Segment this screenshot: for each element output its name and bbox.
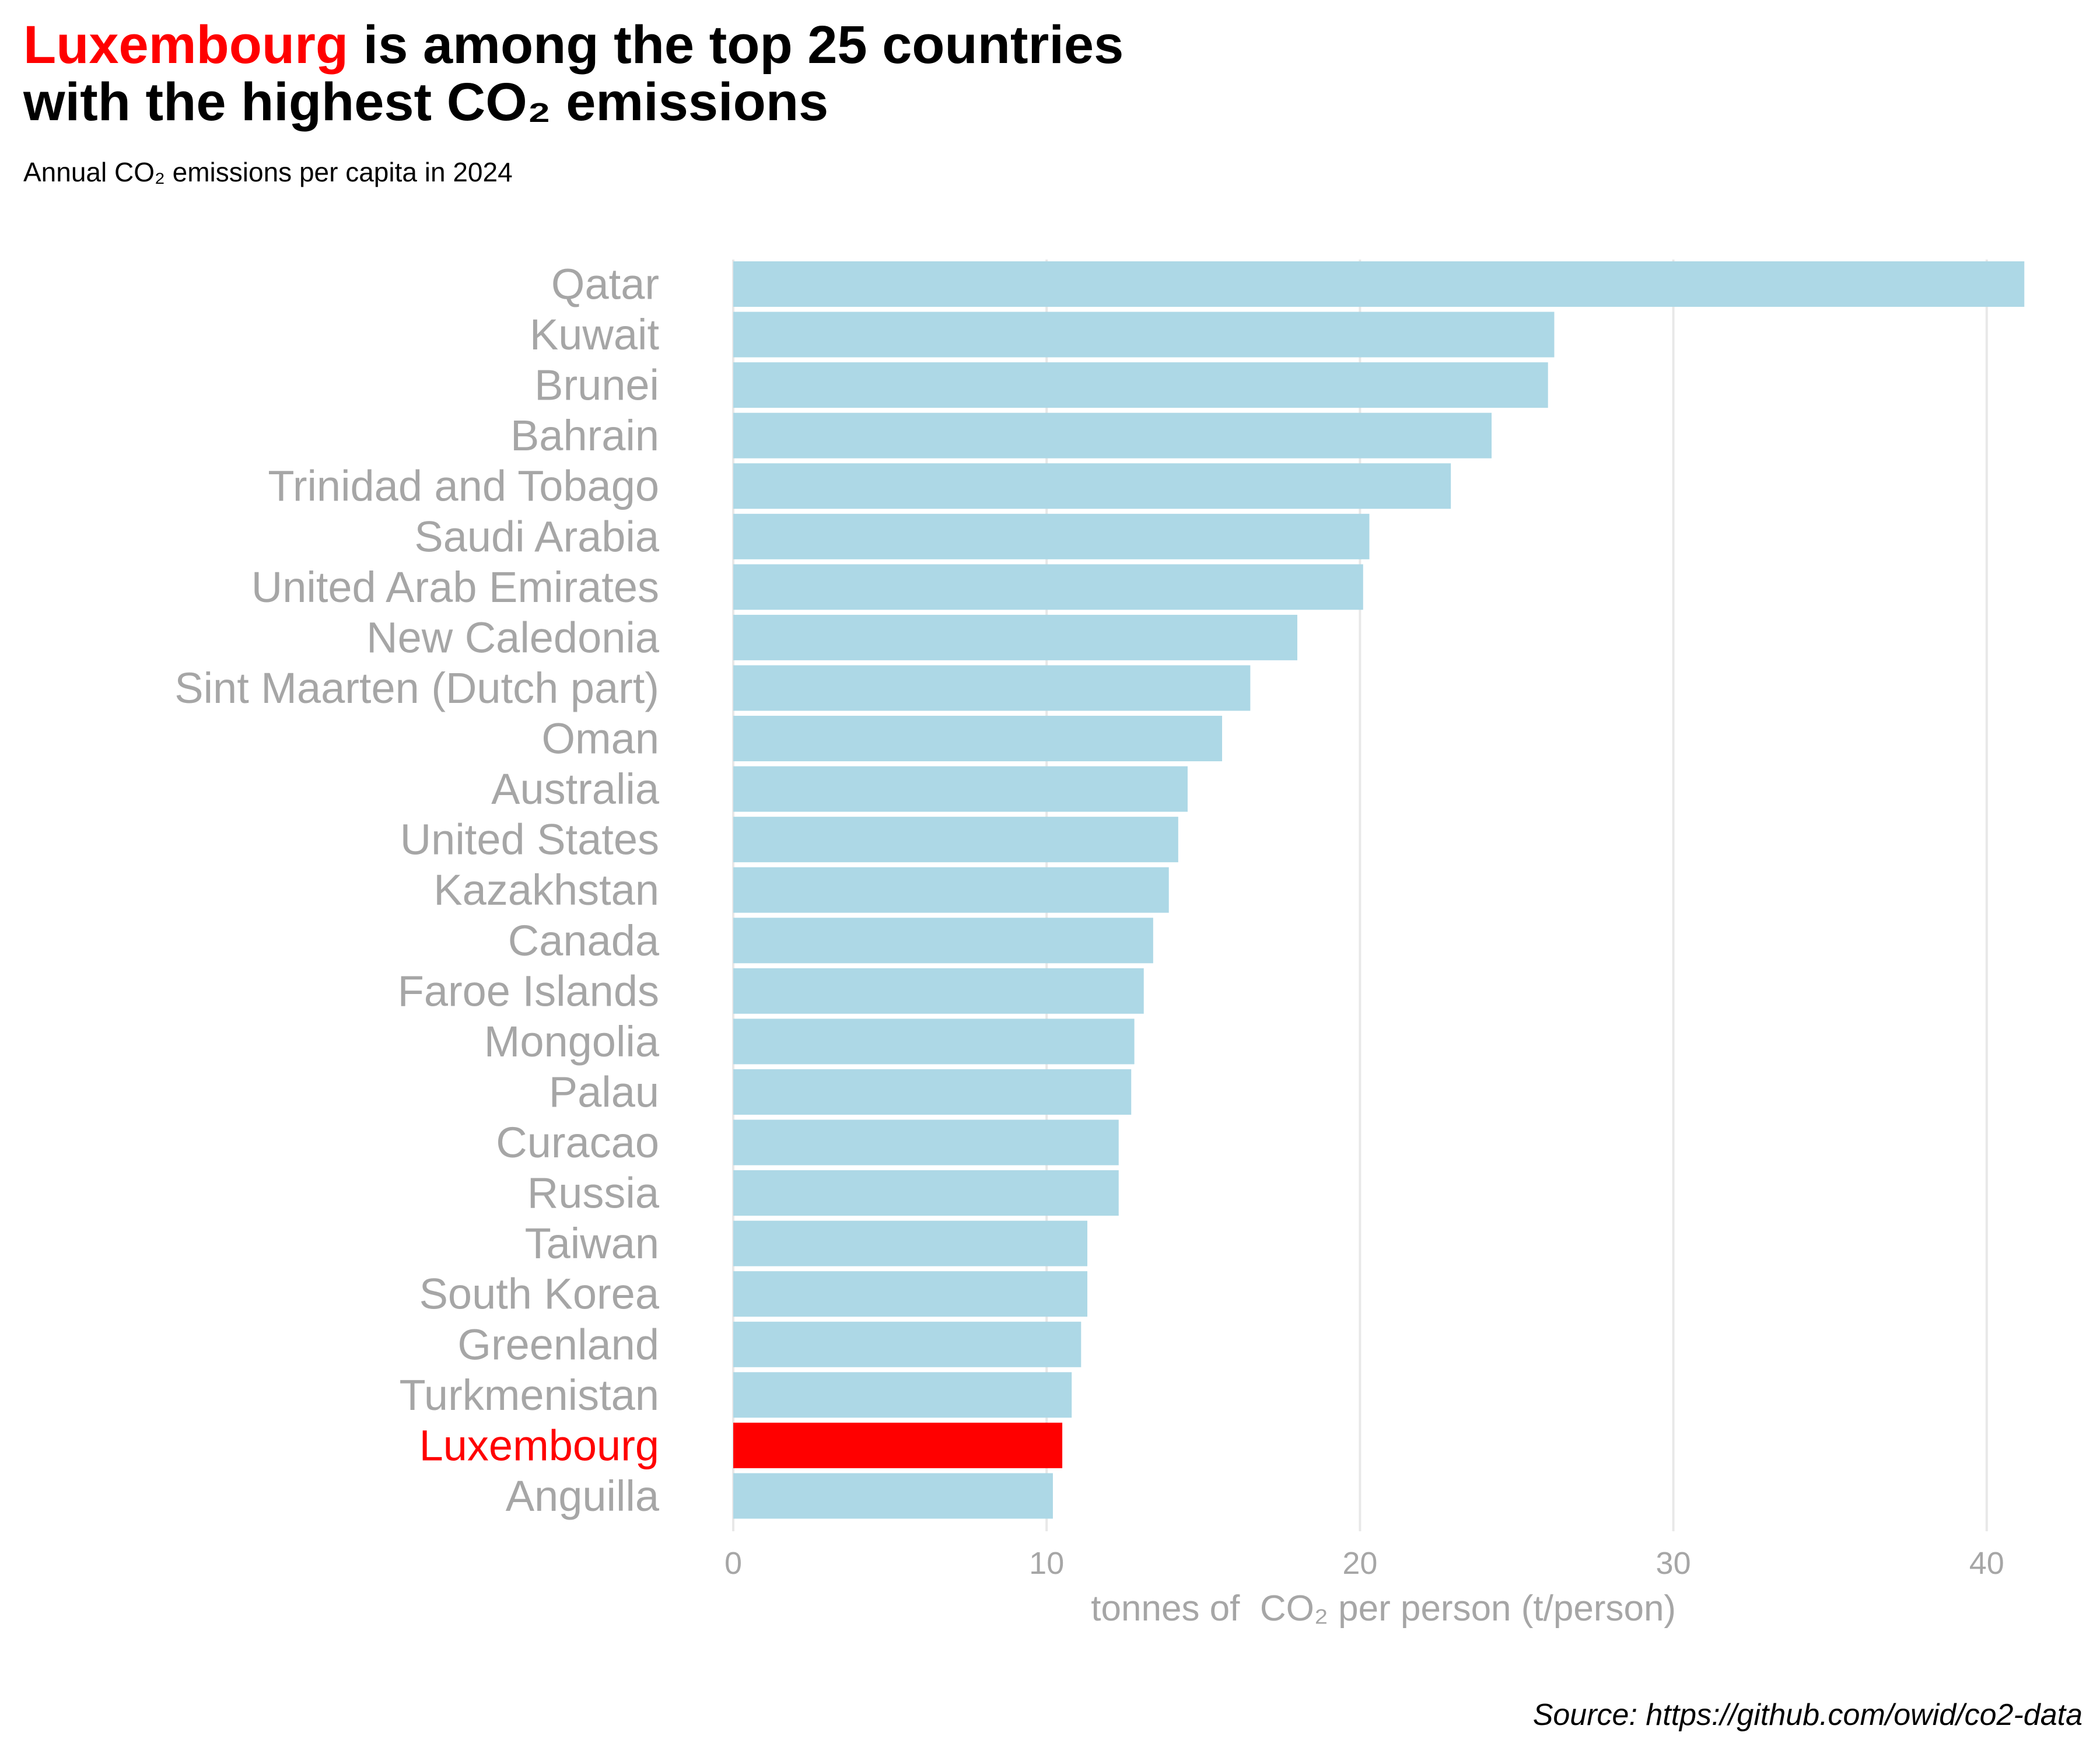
category-label: Brunei	[534, 361, 659, 410]
title-line1-rest: is among the top 25 countries	[348, 15, 1124, 75]
bar	[733, 1372, 1072, 1418]
category-label: United Arab Emirates	[251, 563, 659, 611]
bar-highlight	[733, 1422, 1063, 1468]
bar	[733, 968, 1144, 1014]
bar	[733, 867, 1169, 913]
category-label: Curacao	[496, 1118, 659, 1167]
bar	[733, 261, 2025, 307]
category-label: Palau	[549, 1068, 659, 1116]
bar	[733, 312, 1555, 358]
chart-title: Luxembourg is among the top 25 countries…	[23, 16, 1124, 131]
bar	[733, 918, 1153, 964]
chart-subtitle: Annual CO₂ emissions per capita in 2024	[23, 157, 513, 187]
category-label: Sint Maarten (Dutch part)	[174, 664, 659, 712]
bar	[733, 766, 1188, 812]
category-label: Kuwait	[530, 310, 660, 359]
bar	[733, 362, 1548, 408]
bar	[733, 1170, 1119, 1216]
category-label: Mongolia	[484, 1017, 660, 1066]
title-highlight: Luxembourg	[23, 15, 349, 75]
x-tick-label: 20	[1342, 1546, 1377, 1581]
bar	[733, 564, 1363, 610]
category-label: Qatar	[551, 260, 659, 309]
bar	[733, 1119, 1119, 1166]
category-label: Turkmenistan	[399, 1371, 659, 1419]
bar	[733, 1069, 1132, 1115]
category-label: Anguilla	[506, 1472, 660, 1520]
x-tick-label: 30	[1656, 1546, 1691, 1581]
category-label: Saudi Arabia	[414, 512, 659, 561]
bar	[733, 1473, 1053, 1519]
x-tick-label: 10	[1029, 1546, 1064, 1581]
bar	[733, 513, 1370, 559]
bar	[733, 1321, 1082, 1367]
bars	[733, 261, 2025, 1519]
category-label: Greenland	[457, 1320, 659, 1368]
category-label: Trinidad and Tobago	[268, 462, 659, 510]
category-label: Australia	[491, 765, 660, 813]
category-label: New Caledonia	[366, 613, 660, 662]
category-label: Oman	[541, 715, 659, 763]
x-axis-ticks: 0 10 20 30 40	[724, 1546, 2004, 1581]
bar	[733, 1271, 1088, 1317]
x-tick-label: 40	[1969, 1546, 2004, 1581]
bar	[733, 716, 1223, 762]
category-label: United States	[400, 816, 659, 864]
category-label: Canada	[508, 916, 660, 965]
bar	[733, 817, 1178, 863]
x-axis-label: tonnes of CO₂ per person (t/person)	[1091, 1588, 1676, 1629]
title-line2: with the highest CO₂ emissions	[23, 72, 829, 132]
x-tick-label: 0	[724, 1546, 742, 1581]
source-note: Source: https://github.com/owid/co2-data	[1532, 1698, 2082, 1732]
category-label: South Korea	[419, 1270, 660, 1318]
category-label: Faroe Islands	[398, 967, 659, 1015]
bar	[733, 412, 1492, 459]
category-label: Russia	[527, 1169, 660, 1217]
bar	[733, 463, 1451, 509]
bar	[733, 1220, 1088, 1266]
bar	[733, 1019, 1135, 1065]
bar	[733, 614, 1297, 660]
category-label: Kazakhstan	[433, 866, 659, 914]
bar	[733, 665, 1251, 711]
category-label: Bahrain	[510, 411, 659, 460]
category-label: Luxembourg	[419, 1421, 659, 1469]
category-label: Taiwan	[525, 1219, 659, 1268]
